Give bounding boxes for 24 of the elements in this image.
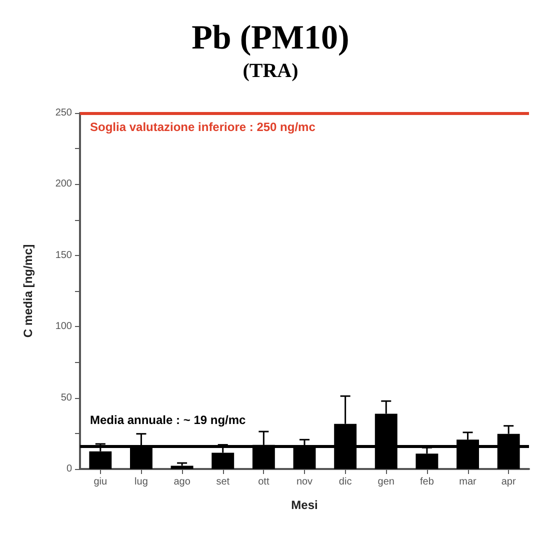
- x-tick-label: giu: [94, 476, 108, 488]
- x-tick-label: lug: [134, 476, 148, 488]
- x-tick-label: dic: [338, 476, 352, 488]
- x-tick-label: gen: [378, 476, 394, 488]
- ref-line-label: Soglia valutazione inferiore : 250 ng/mc: [90, 120, 316, 134]
- chart-subtitle: (TRA): [242, 60, 298, 82]
- x-tick-label: apr: [501, 476, 516, 488]
- x-axis-title: Mesi: [291, 498, 318, 512]
- x-tick-label: ago: [174, 476, 191, 488]
- y-axis-title: C media [ng/mc]: [21, 244, 35, 338]
- y-tick-label: 50: [60, 392, 72, 404]
- bar: [170, 466, 194, 469]
- x-tick-label: mar: [459, 476, 478, 488]
- y-tick-label: 100: [55, 321, 72, 332]
- chart-title: Pb (PM10): [192, 20, 350, 56]
- x-tick-label: ott: [258, 476, 270, 488]
- y-tick-label: 150: [55, 250, 72, 261]
- y-tick-label: 200: [55, 178, 72, 190]
- y-tick-label: 0: [66, 464, 72, 474]
- x-tick-label: feb: [420, 476, 434, 488]
- ref-line-label: Media annuale : ~ 19 ng/mc: [90, 413, 246, 428]
- x-tick-label: nov: [296, 476, 313, 488]
- y-tick-label: 250: [55, 108, 72, 118]
- x-tick-label: set: [216, 476, 230, 488]
